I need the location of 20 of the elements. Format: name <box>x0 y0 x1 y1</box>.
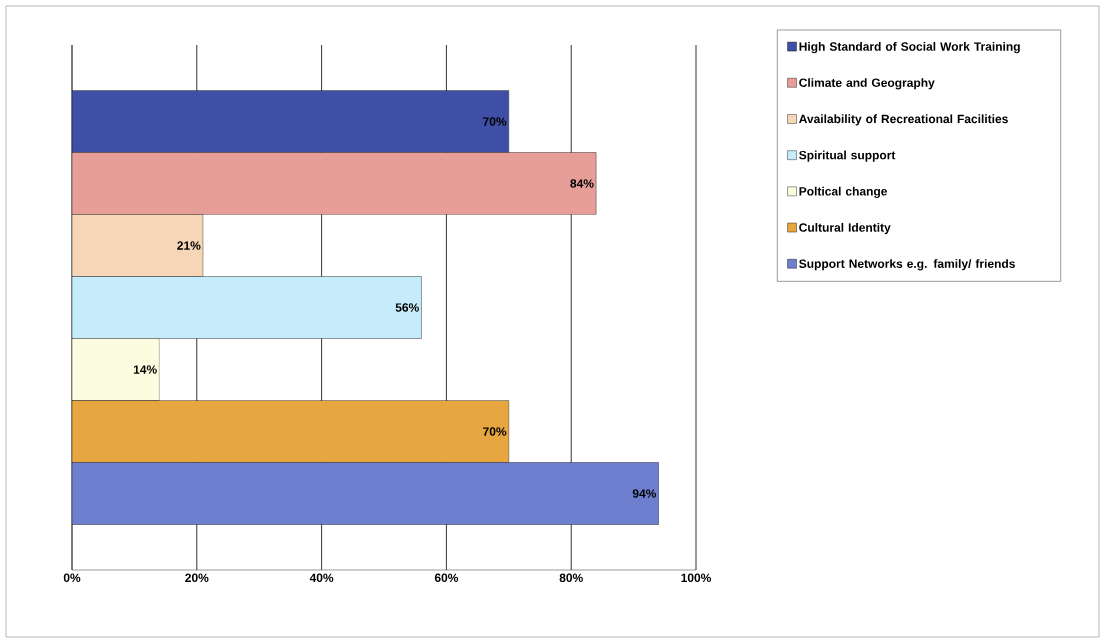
legend-label: Climate and Geography <box>799 78 935 90</box>
x-tick-label: 80% <box>559 573 583 583</box>
x-tick-label: 0% <box>63 573 81 583</box>
data-label: 14% <box>133 365 157 374</box>
x-tick-label: 60% <box>434 573 459 583</box>
x-tick-label: 100% <box>681 573 712 583</box>
data-label: 84% <box>570 179 594 188</box>
x-tick-label: 40% <box>309 573 334 583</box>
data-label: 56% <box>395 303 419 312</box>
data-label: 70% <box>483 427 507 436</box>
data-label: 70% <box>483 117 507 126</box>
data-label: 94% <box>632 489 657 498</box>
legend-label: Availability of Recreational Facilities <box>799 114 1008 126</box>
legend-label: Spiritual support <box>799 150 896 162</box>
x-tick-label: 20% <box>185 573 209 583</box>
legend-label: Poltical change <box>799 186 888 198</box>
legend-label: Cultural Identity <box>799 222 891 235</box>
legend-label: Support Networks e.g. family/ friends <box>799 259 1015 271</box>
data-label: 21% <box>177 241 201 250</box>
legend-label: High Standard of Social Work Training <box>799 41 1020 54</box>
